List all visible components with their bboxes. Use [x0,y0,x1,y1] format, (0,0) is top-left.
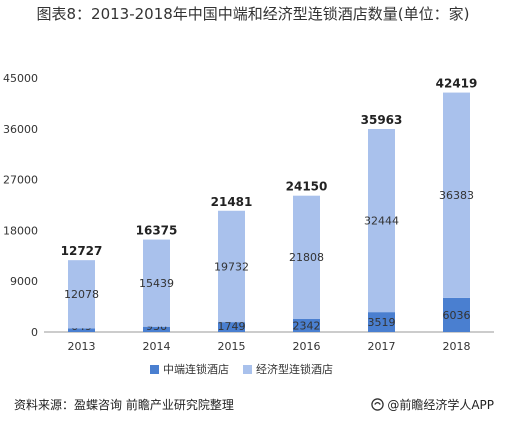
bar-economy [143,239,170,327]
data-label-mid-range: 2342 [293,319,321,332]
bar-mid-range [218,322,245,332]
x-tick-label: 2015 [218,340,246,353]
data-label-economy: 19732 [214,260,249,273]
bar-mid-range [293,318,320,332]
bars-group: 6491207812727936154391637517491973221481… [61,77,478,333]
data-label-mid-range: 3519 [368,316,396,329]
bar-economy [68,260,95,329]
legend-label-economy: 经济型连锁酒店 [256,363,333,376]
brand-credit: @前瞻经济学人APP [371,396,494,413]
total-label: 42419 [436,77,478,91]
x-tick-label: 2018 [443,340,471,353]
y-tick-label: 0 [31,326,38,339]
y-tick-label: 27000 [3,174,38,187]
x-axis: 2013 2014 2015 2016 2017 2018 [44,331,494,353]
data-label-economy: 32444 [364,215,399,228]
x-tick-label: 2014 [143,340,171,353]
total-label: 21481 [211,195,253,209]
legend-label-mid-range: 中端连锁酒店 [163,363,229,376]
bar-economy [443,92,470,298]
legend-swatch-economy [243,364,252,374]
total-label: 24150 [286,180,328,194]
bar-mid-range [368,312,395,332]
x-tick-label: 2013 [68,340,96,353]
qianzhan-logo-icon [371,398,385,411]
legend: 中端连锁酒店 经济型连锁酒店 [150,360,347,378]
legend-item-economy: 经济型连锁酒店 [243,361,333,377]
chart-title: 图表8：2013-2018年中国中端和经济型连锁酒店数量(单位：家) [36,5,470,23]
legend-swatch-mid-range [150,364,159,374]
total-label: 35963 [361,113,403,127]
bar-mid-range [143,326,170,332]
data-label-mid-range: 1749 [218,320,246,333]
bar-economy [368,129,395,313]
x-tick-label: 2016 [293,340,321,353]
y-tick-label: 9000 [10,275,38,288]
data-label-economy: 36383 [439,189,474,202]
bar-mid-range [443,297,470,332]
y-tick-label: 36000 [3,123,38,136]
y-tick-label: 45000 [3,72,38,85]
bar-economy [293,195,320,319]
total-label: 16375 [136,224,178,238]
y-axis: 0 9000 18000 27000 36000 45000 [3,72,38,339]
data-label-mid-range: 6036 [443,309,471,322]
bar-economy [218,210,245,323]
x-tick-label: 2017 [368,340,396,353]
source-note: 资料来源：盈蝶咨询 前瞻产业研究院整理 [14,398,234,412]
data-label-economy: 12078 [64,288,99,301]
total-label: 12727 [61,244,103,258]
data-label-economy: 21808 [289,251,324,264]
brand-label: @前瞻经济学人APP [387,398,494,412]
data-label-economy: 15439 [139,277,174,290]
bar-mid-range [68,328,95,332]
y-tick-label: 18000 [3,224,38,237]
legend-item-mid-range: 中端连锁酒店 [150,361,229,377]
